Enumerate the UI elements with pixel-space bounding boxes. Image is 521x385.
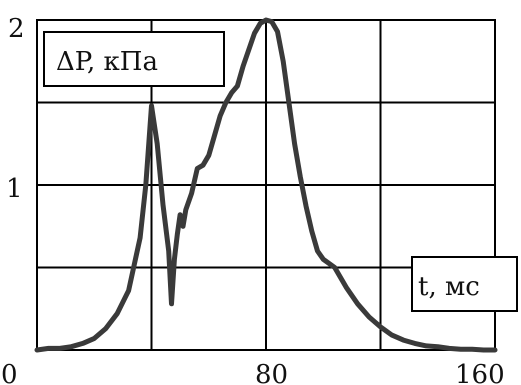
x-tick-label-160: 160 — [455, 360, 505, 385]
x-tick-label-0: 0 — [1, 360, 18, 385]
x-axis-label-box: t, мс — [411, 256, 518, 312]
y-axis-label-box: ΔP, кПа — [43, 31, 225, 87]
y-tick-label-2: 2 — [8, 14, 25, 44]
series-line-pressure — [34, 17, 498, 353]
x-axis-label: t, мс — [418, 272, 480, 302]
tick-labels: 0 80 160 1 2 — [1, 14, 505, 385]
y-tick-label-1: 1 — [6, 174, 23, 204]
y-axis-label: ΔP, кПа — [56, 47, 158, 77]
x-tick-label-80: 80 — [255, 360, 288, 385]
